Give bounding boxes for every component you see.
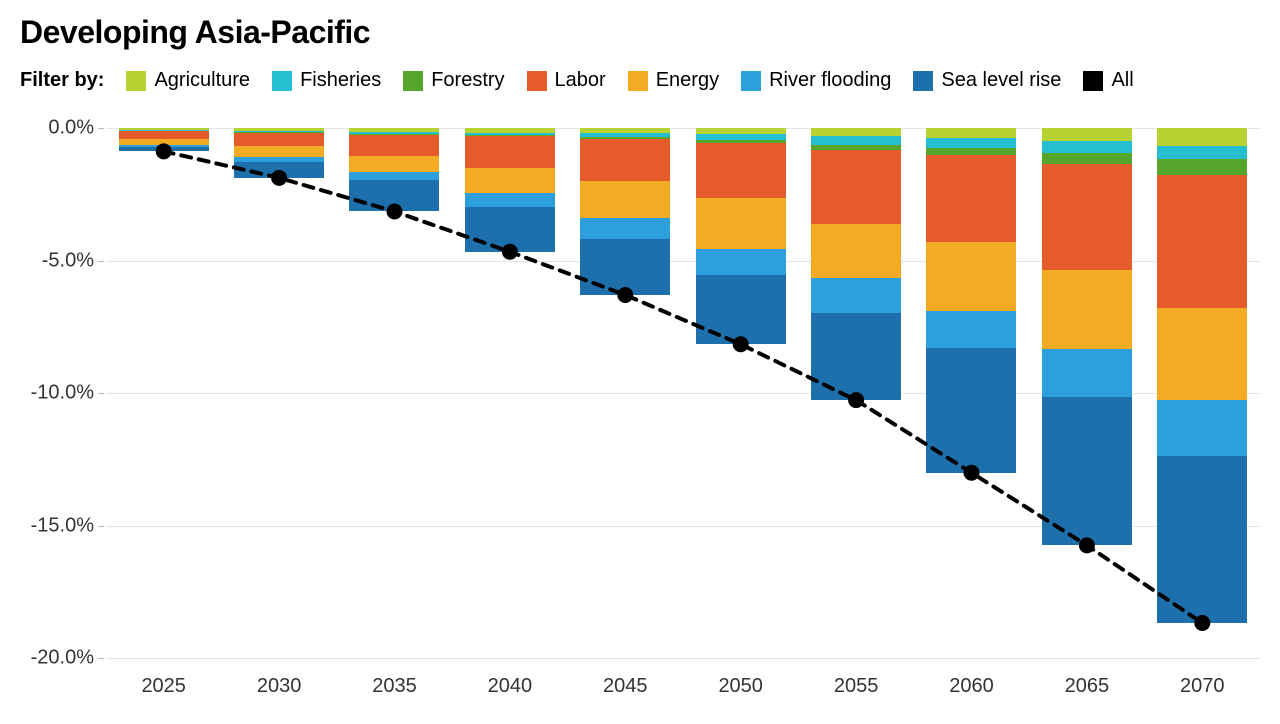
ytick [98, 261, 104, 262]
legend-item-fisheries[interactable]: Fisheries [272, 69, 381, 92]
trend-marker [1194, 615, 1210, 631]
ytick [98, 128, 104, 129]
legend-item-all[interactable]: All [1083, 69, 1133, 92]
trend-marker [617, 287, 633, 303]
xtick-label: 2065 [1065, 675, 1110, 698]
legend-item-labor[interactable]: Labor [527, 69, 606, 92]
trend-line [164, 151, 1203, 623]
xtick-label: 2060 [949, 675, 994, 698]
trend-marker [848, 392, 864, 408]
legend-label: All [1111, 69, 1133, 92]
legend-label: Energy [656, 69, 719, 92]
legend-label: Sea level rise [941, 69, 1061, 92]
legend-label: Fisheries [300, 69, 381, 92]
legend-label: Labor [555, 69, 606, 92]
legend-item-agriculture[interactable]: Agriculture [126, 69, 250, 92]
xtick-label: 2045 [603, 675, 648, 698]
legend-item-river-flooding[interactable]: River flooding [741, 69, 891, 92]
chart-container: Developing Asia-Pacific Filter by: Agric… [0, 0, 1280, 724]
legend-swatch [628, 71, 648, 91]
legend-swatch [272, 71, 292, 91]
legend-swatch [527, 71, 547, 91]
legend-swatch [403, 71, 423, 91]
xtick-label: 2055 [834, 675, 879, 698]
plot-area [106, 128, 1260, 658]
filter-label: Filter by: [20, 69, 104, 92]
ytick-label: -10.0% [14, 382, 94, 405]
ytick-label: 0.0% [14, 117, 94, 140]
legend-item-energy[interactable]: Energy [628, 69, 719, 92]
line-layer [106, 128, 1260, 658]
legend-label: Agriculture [154, 69, 250, 92]
ytick-label: -5.0% [14, 249, 94, 272]
legend-swatch [741, 71, 761, 91]
xtick-label: 2035 [372, 675, 417, 698]
xtick-label: 2040 [488, 675, 533, 698]
trend-marker [1079, 537, 1095, 553]
ytick [98, 526, 104, 527]
xtick-label: 2050 [718, 675, 763, 698]
legend-label: River flooding [769, 69, 891, 92]
trend-marker [733, 336, 749, 352]
xtick-label: 2025 [141, 675, 186, 698]
trend-marker [156, 143, 172, 159]
legend-swatch [1083, 71, 1103, 91]
legend-swatch [913, 71, 933, 91]
x-axis: 2025 2030 2035 2040 2045 2050 2055 2060 2065 2070 [106, 663, 1260, 703]
xtick-label: 2030 [257, 675, 302, 698]
legend-item-forestry[interactable]: Forestry [403, 69, 504, 92]
ytick [98, 393, 104, 394]
ytick [98, 658, 104, 659]
legend-label: Forestry [431, 69, 504, 92]
gridline [106, 658, 1260, 659]
ytick-label: -15.0% [14, 514, 94, 537]
chart-title: Developing Asia-Pacific [20, 14, 1260, 51]
legend-swatch [126, 71, 146, 91]
xtick-label: 2070 [1180, 675, 1225, 698]
trend-marker [502, 244, 518, 260]
legend-item-sea-level-rise[interactable]: Sea level rise [913, 69, 1061, 92]
trend-marker [964, 465, 980, 481]
legend: Filter by: Agriculture Fisheries Forestry L… [20, 69, 1260, 92]
trend-marker [271, 170, 287, 186]
trend-marker [387, 203, 403, 219]
ytick-label: -20.0% [14, 647, 94, 670]
